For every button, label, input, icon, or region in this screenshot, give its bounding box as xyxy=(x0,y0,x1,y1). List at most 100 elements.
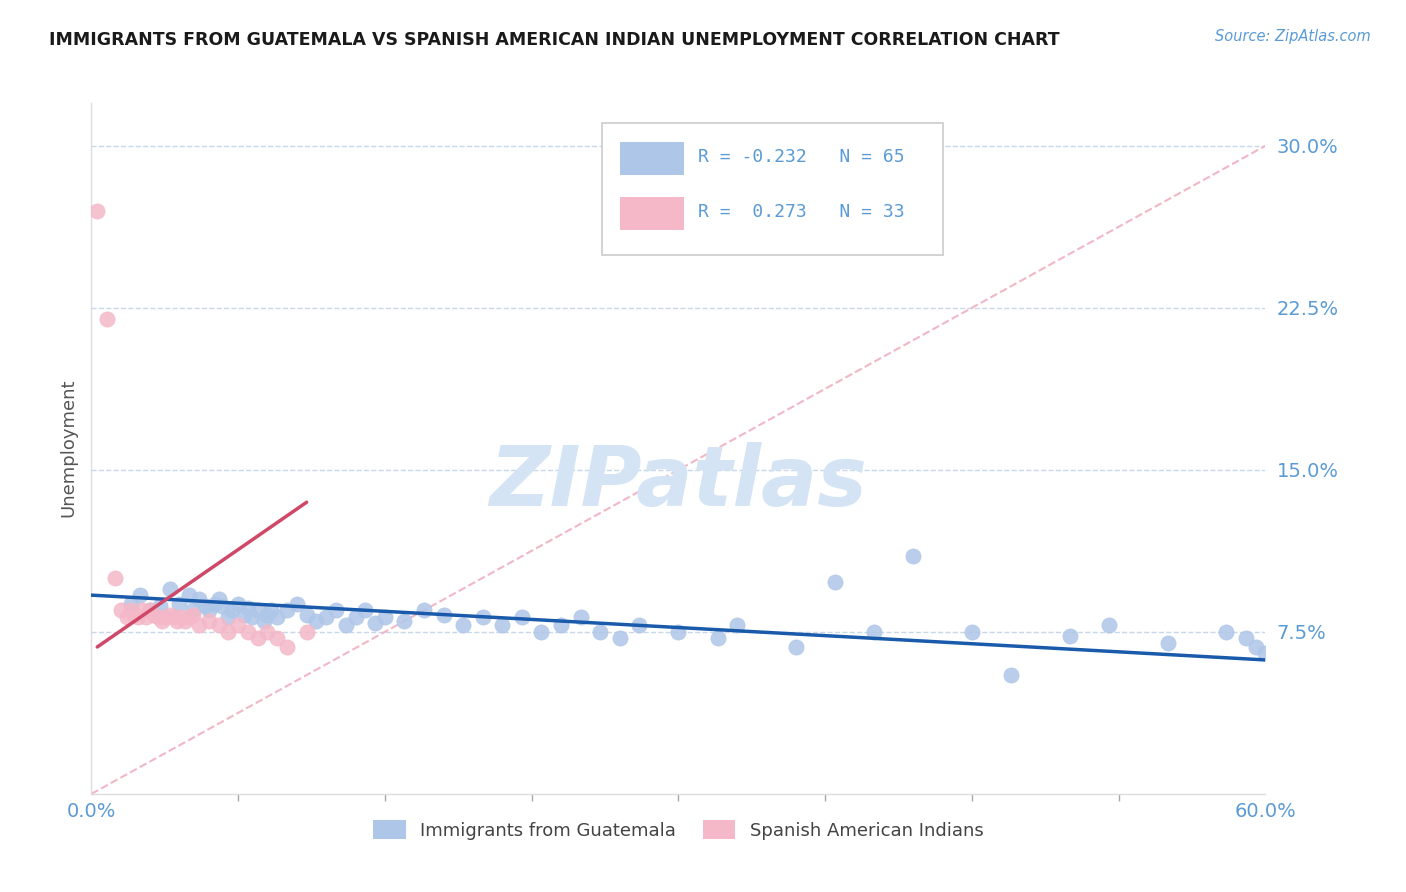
Text: IMMIGRANTS FROM GUATEMALA VS SPANISH AMERICAN INDIAN UNEMPLOYMENT CORRELATION CH: IMMIGRANTS FROM GUATEMALA VS SPANISH AME… xyxy=(49,31,1060,49)
Point xyxy=(139,603,162,617)
Point xyxy=(364,616,387,631)
Point xyxy=(226,618,249,632)
Point xyxy=(725,618,748,632)
Point xyxy=(197,603,219,617)
Point xyxy=(149,599,172,613)
Point xyxy=(266,609,288,624)
Point xyxy=(150,614,173,628)
Point xyxy=(217,624,239,639)
Text: ZIPatlas: ZIPatlas xyxy=(489,442,868,524)
Point xyxy=(491,618,513,632)
Point xyxy=(96,311,118,326)
FancyBboxPatch shape xyxy=(602,123,942,255)
Point xyxy=(217,609,239,624)
Point xyxy=(211,599,233,613)
Point xyxy=(86,203,108,218)
Point xyxy=(246,632,269,646)
Point xyxy=(266,632,288,646)
Point xyxy=(143,607,166,622)
Point xyxy=(256,624,278,639)
Point xyxy=(207,618,229,632)
Point xyxy=(315,609,337,624)
Point xyxy=(124,607,146,622)
Point xyxy=(510,609,533,624)
Point xyxy=(233,607,256,622)
Point xyxy=(188,618,211,632)
Point xyxy=(432,607,454,622)
Point xyxy=(305,614,328,628)
Point xyxy=(174,614,197,628)
Point xyxy=(451,618,474,632)
Point xyxy=(181,603,204,617)
Point xyxy=(197,614,219,628)
Point xyxy=(115,609,138,624)
Point xyxy=(901,549,924,564)
Point xyxy=(240,609,263,624)
Point xyxy=(104,571,127,585)
Point xyxy=(1098,618,1121,632)
Point xyxy=(1000,668,1022,682)
Point xyxy=(471,609,494,624)
Legend: Immigrants from Guatemala, Spanish American Indians: Immigrants from Guatemala, Spanish Ameri… xyxy=(366,814,991,847)
Point xyxy=(1156,635,1178,649)
Point xyxy=(628,618,651,632)
Point xyxy=(530,624,553,639)
Point xyxy=(170,609,193,624)
Point xyxy=(325,603,347,617)
Point xyxy=(1059,629,1081,643)
Point xyxy=(179,609,201,624)
Point xyxy=(295,607,318,622)
Point xyxy=(863,624,886,639)
Point xyxy=(354,603,377,617)
Point xyxy=(256,607,278,622)
Point xyxy=(335,618,357,632)
Text: Source: ZipAtlas.com: Source: ZipAtlas.com xyxy=(1215,29,1371,44)
Point xyxy=(285,597,308,611)
FancyBboxPatch shape xyxy=(620,142,685,175)
Point xyxy=(260,603,283,617)
Point xyxy=(666,624,689,639)
Point xyxy=(181,607,204,622)
Point xyxy=(207,592,229,607)
Y-axis label: Unemployment: Unemployment xyxy=(59,379,77,517)
Point xyxy=(276,603,298,617)
Point xyxy=(394,614,416,628)
Point xyxy=(276,640,298,654)
Point xyxy=(236,601,259,615)
Point xyxy=(589,624,612,639)
Point xyxy=(960,624,983,639)
Point xyxy=(120,603,142,617)
Text: R = -0.232   N = 65: R = -0.232 N = 65 xyxy=(699,147,905,166)
Point xyxy=(413,603,436,617)
Point xyxy=(374,609,396,624)
Point xyxy=(609,632,631,646)
Point xyxy=(194,599,217,613)
Point xyxy=(226,597,249,611)
Point xyxy=(139,603,162,617)
Point xyxy=(252,614,274,628)
Point xyxy=(188,592,211,607)
Point xyxy=(129,588,152,602)
Point xyxy=(344,609,367,624)
Point xyxy=(569,609,592,624)
Point xyxy=(127,609,149,624)
Point xyxy=(155,609,177,624)
Point xyxy=(166,614,188,628)
Point xyxy=(1244,640,1267,654)
Point xyxy=(824,575,846,590)
Point xyxy=(1215,624,1237,639)
Point xyxy=(162,609,184,624)
Point xyxy=(146,609,169,624)
FancyBboxPatch shape xyxy=(620,197,685,230)
Point xyxy=(295,624,318,639)
Point xyxy=(785,640,807,654)
Text: R =  0.273   N = 33: R = 0.273 N = 33 xyxy=(699,202,905,221)
Point xyxy=(204,597,226,611)
Point xyxy=(550,618,572,632)
Point xyxy=(246,603,269,617)
Point xyxy=(179,588,201,602)
Point xyxy=(120,597,142,611)
Point xyxy=(159,607,181,622)
Point xyxy=(159,582,181,596)
Point xyxy=(169,597,191,611)
